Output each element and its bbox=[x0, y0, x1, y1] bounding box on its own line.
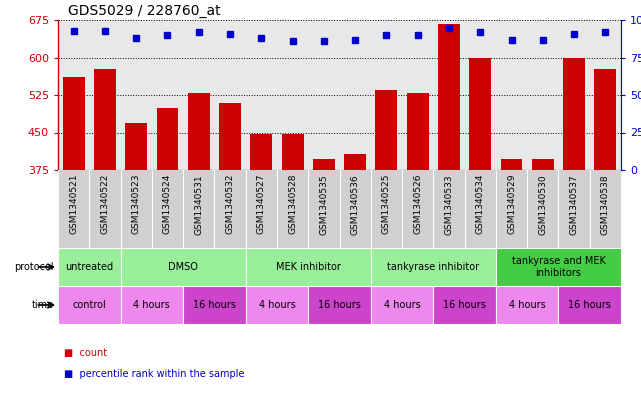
Text: ■  percentile rank within the sample: ■ percentile rank within the sample bbox=[64, 369, 245, 379]
Bar bbox=[313, 158, 335, 170]
Text: 16 hours: 16 hours bbox=[318, 300, 361, 310]
Bar bbox=[501, 158, 522, 170]
Text: GSM1340530: GSM1340530 bbox=[538, 174, 547, 235]
Text: GSM1340528: GSM1340528 bbox=[288, 174, 297, 234]
Bar bbox=[496, 248, 621, 286]
Text: GSM1340536: GSM1340536 bbox=[351, 174, 360, 235]
Bar bbox=[308, 286, 370, 324]
Bar bbox=[188, 92, 210, 170]
Bar bbox=[532, 158, 554, 170]
Text: GSM1340533: GSM1340533 bbox=[444, 174, 453, 235]
Bar bbox=[251, 134, 272, 170]
Bar bbox=[370, 248, 496, 286]
Text: GSM1340535: GSM1340535 bbox=[319, 174, 328, 235]
Bar bbox=[469, 57, 491, 170]
Bar bbox=[344, 154, 366, 170]
Text: GSM1340537: GSM1340537 bbox=[570, 174, 579, 235]
Text: MEK inhibitor: MEK inhibitor bbox=[276, 262, 340, 272]
Bar bbox=[94, 68, 116, 170]
Bar bbox=[281, 134, 304, 170]
Text: GSM1340524: GSM1340524 bbox=[163, 174, 172, 234]
Bar bbox=[58, 286, 121, 324]
Text: GSM1340526: GSM1340526 bbox=[413, 174, 422, 234]
Text: tankyrase and MEK
inhibitors: tankyrase and MEK inhibitors bbox=[512, 256, 605, 278]
Text: GSM1340522: GSM1340522 bbox=[101, 174, 110, 234]
Bar bbox=[433, 286, 496, 324]
Bar bbox=[496, 286, 558, 324]
Bar bbox=[58, 248, 121, 286]
Bar bbox=[370, 286, 433, 324]
Bar bbox=[183, 286, 246, 324]
Text: tankyrase inhibitor: tankyrase inhibitor bbox=[387, 262, 479, 272]
Text: 4 hours: 4 hours bbox=[384, 300, 420, 310]
Bar bbox=[156, 108, 178, 170]
Bar bbox=[407, 92, 429, 170]
Text: GSM1340538: GSM1340538 bbox=[601, 174, 610, 235]
Text: GSM1340523: GSM1340523 bbox=[131, 174, 140, 234]
Text: GSM1340527: GSM1340527 bbox=[257, 174, 266, 234]
Bar bbox=[121, 248, 246, 286]
Text: control: control bbox=[72, 300, 106, 310]
Bar bbox=[219, 103, 241, 170]
Bar bbox=[63, 77, 85, 170]
Text: GSM1340521: GSM1340521 bbox=[69, 174, 78, 234]
Bar bbox=[125, 123, 147, 170]
Text: GSM1340532: GSM1340532 bbox=[226, 174, 235, 234]
Text: 4 hours: 4 hours bbox=[509, 300, 545, 310]
Text: 4 hours: 4 hours bbox=[258, 300, 296, 310]
Text: DMSO: DMSO bbox=[168, 262, 198, 272]
Text: GDS5029 / 228760_at: GDS5029 / 228760_at bbox=[68, 4, 221, 18]
Text: GSM1340529: GSM1340529 bbox=[507, 174, 516, 234]
Text: GSM1340531: GSM1340531 bbox=[194, 174, 203, 235]
Text: 16 hours: 16 hours bbox=[569, 300, 611, 310]
Bar bbox=[376, 90, 397, 170]
Text: 16 hours: 16 hours bbox=[443, 300, 486, 310]
Text: untreated: untreated bbox=[65, 262, 113, 272]
Bar bbox=[246, 286, 308, 324]
Bar bbox=[246, 248, 370, 286]
Text: GSM1340525: GSM1340525 bbox=[382, 174, 391, 234]
Text: time: time bbox=[32, 300, 54, 310]
Bar bbox=[121, 286, 183, 324]
Text: 16 hours: 16 hours bbox=[193, 300, 236, 310]
Text: protocol: protocol bbox=[14, 262, 54, 272]
Bar bbox=[563, 57, 585, 170]
Bar bbox=[558, 286, 621, 324]
Bar bbox=[594, 68, 616, 170]
Text: GSM1340534: GSM1340534 bbox=[476, 174, 485, 234]
Text: ■  count: ■ count bbox=[64, 347, 108, 358]
Text: 4 hours: 4 hours bbox=[133, 300, 171, 310]
Bar bbox=[438, 24, 460, 170]
